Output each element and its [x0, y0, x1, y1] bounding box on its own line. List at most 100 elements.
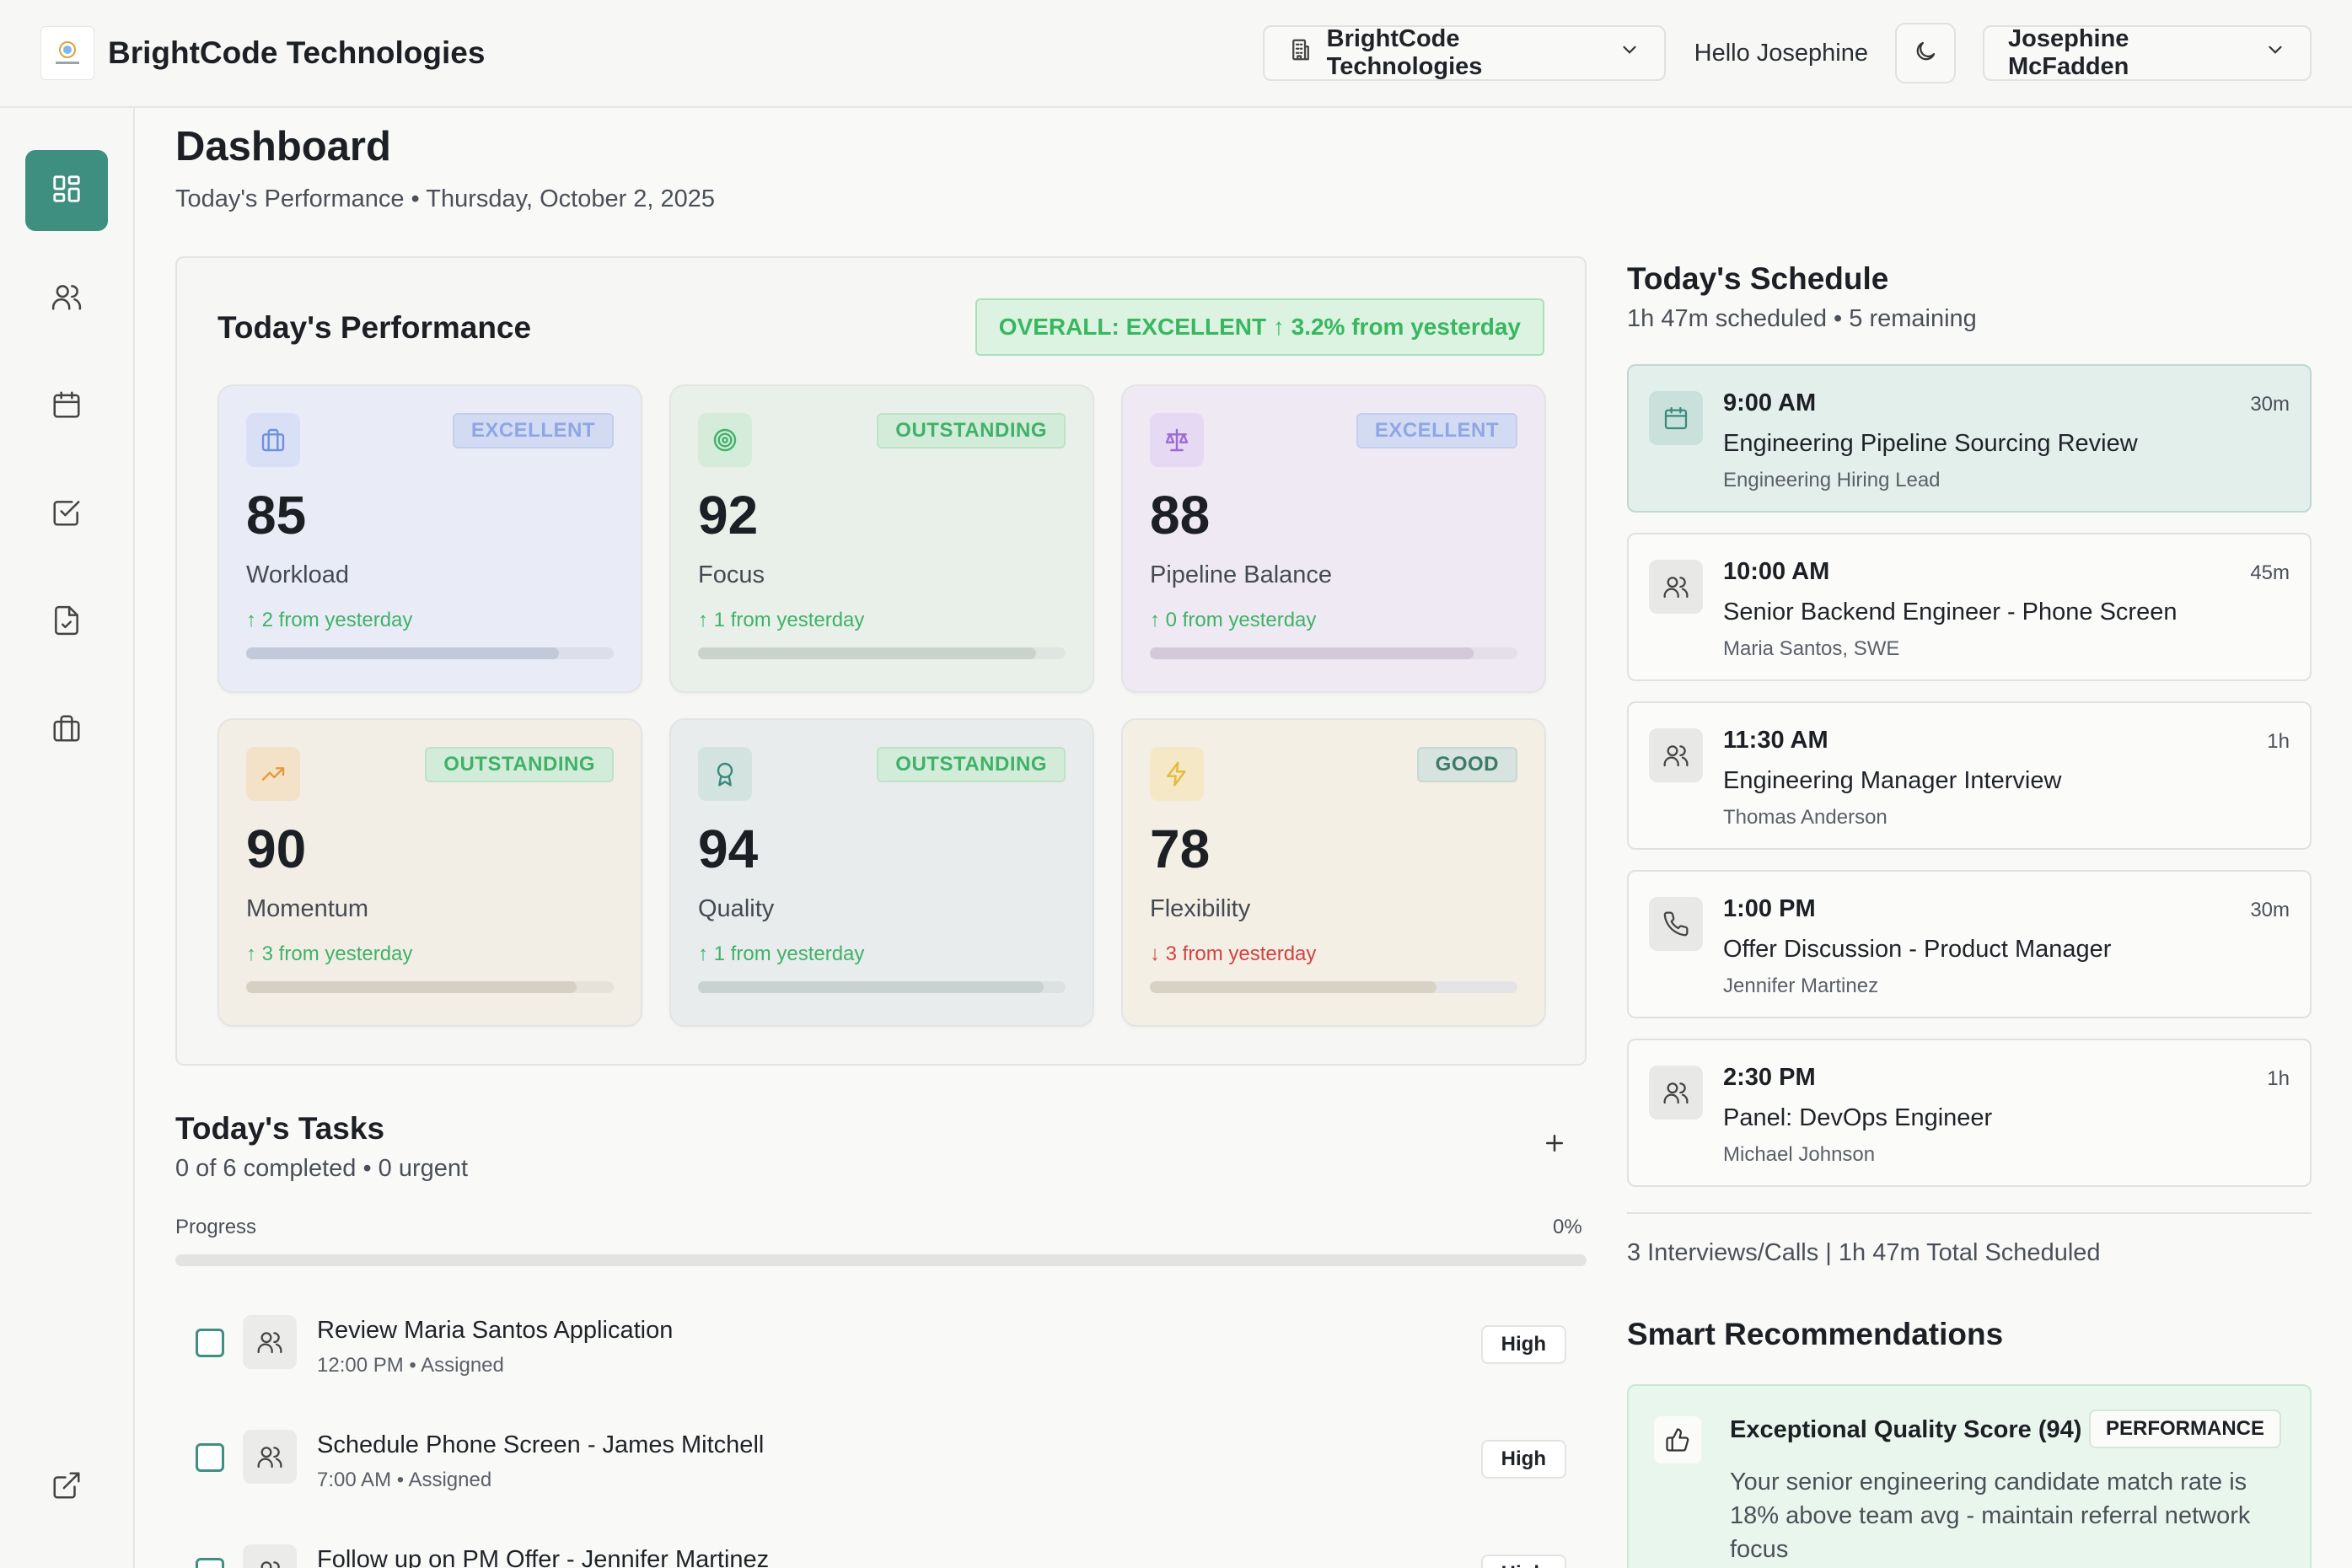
metric-card-quality[interactable]: OUTSTANDING 94 Quality ↑ 1 from yesterda… — [669, 718, 1094, 1027]
metric-card-pipeline-balance[interactable]: EXCELLENT 88 Pipeline Balance ↑ 0 from y… — [1121, 384, 1546, 693]
sidebar-item-jobs[interactable] — [25, 690, 108, 771]
metric-card-momentum[interactable]: OUTSTANDING 90 Momentum ↑ 3 from yesterd… — [217, 718, 642, 1027]
metric-progress-bar — [1150, 647, 1517, 659]
schedule-item[interactable]: 11:30 AM 1h Engineering Manager Intervie… — [1627, 701, 2312, 850]
schedule-item[interactable]: 9:00 AM 30m Engineering Pipeline Sourcin… — [1627, 364, 2312, 513]
overall-status-badge: OVERALL: EXCELLENT ↑ 3.2% from yesterday — [975, 298, 1544, 356]
metric-progress-fill — [1150, 981, 1437, 993]
users-icon — [1649, 560, 1703, 614]
plus-icon — [1542, 1130, 1567, 1160]
metric-label: Pipeline Balance — [1150, 561, 1333, 588]
schedule-item[interactable]: 2:30 PM 1h Panel: DevOps Engineer Michae… — [1627, 1039, 2312, 1187]
metric-progress-fill — [698, 647, 1037, 659]
add-task-button[interactable] — [1536, 1126, 1573, 1163]
performance-panel: Today's Performance OVERALL: EXCELLENT ↑… — [175, 256, 1587, 1066]
tasks-title: Today's Tasks — [175, 1111, 385, 1146]
brand-title: BrightCode Technologies — [108, 35, 486, 70]
schedule-time: 2:30 PM — [1723, 1064, 1816, 1091]
sidebar-item-dashboard[interactable] — [25, 150, 108, 231]
schedule-duration: 30m — [2250, 899, 2290, 921]
status-badge: OUTSTANDING — [425, 747, 614, 782]
task-row[interactable]: Follow up on PM Offer - Jennifer Martine… — [175, 1533, 1587, 1568]
metric-card-workload[interactable]: EXCELLENT 85 Workload ↑ 2 from yesterday — [217, 384, 642, 693]
sidebar-item-documents[interactable] — [25, 582, 108, 663]
building-icon — [1288, 37, 1313, 69]
status-badge: GOOD — [1416, 747, 1517, 782]
task-checkbox[interactable] — [196, 1443, 224, 1472]
metric-card-flexibility[interactable]: GOOD 78 Flexibility ↓ 3 from yesterday — [1121, 718, 1546, 1027]
organization-selector[interactable]: BrightCode Technologies — [1262, 25, 1666, 81]
page-title: Dashboard — [175, 124, 391, 169]
metric-card-focus[interactable]: OUTSTANDING 92 Focus ↑ 1 from yesterday — [669, 384, 1094, 693]
schedule-event-name: Engineering Pipeline Sourcing Review — [1723, 430, 2138, 457]
recommendations-title: Smart Recommendations — [1627, 1317, 2004, 1351]
chevron-down-icon — [2264, 39, 2286, 67]
users-icon — [243, 1544, 297, 1568]
users-icon — [243, 1430, 297, 1484]
task-name: Follow up on PM Offer - Jennifer Martine… — [317, 1546, 770, 1568]
metric-change: ↑ 1 from yesterday — [698, 609, 865, 631]
user-menu[interactable]: Josephine McFadden — [1983, 25, 2312, 81]
page-subtitle: Today's Performance • Thursday, October … — [175, 185, 716, 212]
schedule-item[interactable]: 10:00 AM 45m Senior Backend Engineer - P… — [1627, 533, 2312, 681]
metric-progress-fill — [246, 981, 577, 993]
task-row[interactable]: Review Maria Santos Application 12:00 PM… — [175, 1303, 1587, 1388]
dashboard-icon — [51, 173, 83, 209]
metric-change: ↓ 3 from yesterday — [1150, 942, 1317, 965]
users-icon — [51, 281, 83, 317]
metric-progress-fill — [246, 647, 559, 659]
task-meta: 12:00 PM • Assigned — [317, 1354, 504, 1377]
schedule-time: 9:00 AM — [1723, 389, 1817, 416]
schedule-title: Today's Schedule — [1627, 261, 1889, 296]
scale-icon — [1150, 413, 1204, 467]
metric-value: 85 — [246, 485, 307, 545]
award-icon — [698, 747, 752, 801]
sidebar — [0, 108, 135, 1568]
theme-toggle-button[interactable] — [1895, 23, 1956, 83]
sidebar-item-calendar[interactable] — [25, 366, 108, 447]
metric-change: ↑ 3 from yesterday — [246, 942, 413, 965]
greeting-text: Hello Josephine — [1694, 39, 1868, 67]
metric-change: ↑ 0 from yesterday — [1150, 609, 1317, 631]
schedule-person: Thomas Anderson — [1723, 806, 1888, 829]
recommendation-card[interactable]: Exceptional Quality Score (94) PERFORMAN… — [1627, 1384, 2312, 1568]
schedule-person: Maria Santos, SWE — [1723, 637, 1900, 660]
briefcase-icon — [51, 712, 83, 749]
status-badge: EXCELLENT — [452, 413, 614, 448]
phone-icon — [1649, 897, 1703, 951]
task-checkbox[interactable] — [196, 1329, 224, 1357]
status-badge: EXCELLENT — [1356, 413, 1517, 448]
schedule-total: 3 Interviews/Calls | 1h 47m Total Schedu… — [1627, 1239, 2101, 1266]
briefcase-icon — [246, 413, 300, 467]
company-logo — [40, 26, 94, 80]
metric-label: Focus — [698, 561, 765, 588]
task-row[interactable]: Schedule Phone Screen - James Mitchell 7… — [175, 1418, 1587, 1502]
schedule-duration: 1h — [2267, 730, 2290, 753]
metric-label: Quality — [698, 895, 775, 922]
sidebar-item-candidates[interactable] — [25, 258, 108, 339]
schedule-duration: 30m — [2250, 393, 2290, 416]
schedule-time: 1:00 PM — [1723, 895, 1816, 922]
sidebar-item-tasks[interactable] — [25, 474, 108, 555]
top-bar: BrightCode Technologies BrightCode Techn… — [0, 0, 2352, 108]
priority-badge: High — [1480, 1325, 1566, 1364]
moon-icon — [1913, 39, 1938, 68]
priority-badge: High — [1480, 1555, 1566, 1568]
metric-progress-bar — [246, 647, 614, 659]
users-icon — [1649, 1066, 1703, 1120]
thumbs-up-icon — [1654, 1416, 1701, 1463]
metric-progress-bar — [246, 981, 614, 993]
task-checkbox[interactable] — [196, 1558, 224, 1568]
task-name: Schedule Phone Screen - James Mitchell — [317, 1431, 765, 1458]
progress-percent: 0% — [1553, 1216, 1582, 1238]
schedule-item[interactable]: 1:00 PM 30m Offer Discussion - Product M… — [1627, 870, 2312, 1018]
recommendation-body: Your senior engineering candidate match … — [1730, 1469, 2251, 1563]
external-link-icon — [51, 1469, 83, 1506]
metric-progress-fill — [698, 981, 1044, 993]
sidebar-item-external[interactable] — [25, 1447, 108, 1528]
progress-label: Progress — [175, 1216, 257, 1238]
task-name: Review Maria Santos Application — [317, 1317, 674, 1344]
metric-value: 78 — [1150, 819, 1211, 879]
recommendation-tag: PERFORMANCE — [2089, 1410, 2282, 1448]
metric-label: Momentum — [246, 895, 369, 922]
